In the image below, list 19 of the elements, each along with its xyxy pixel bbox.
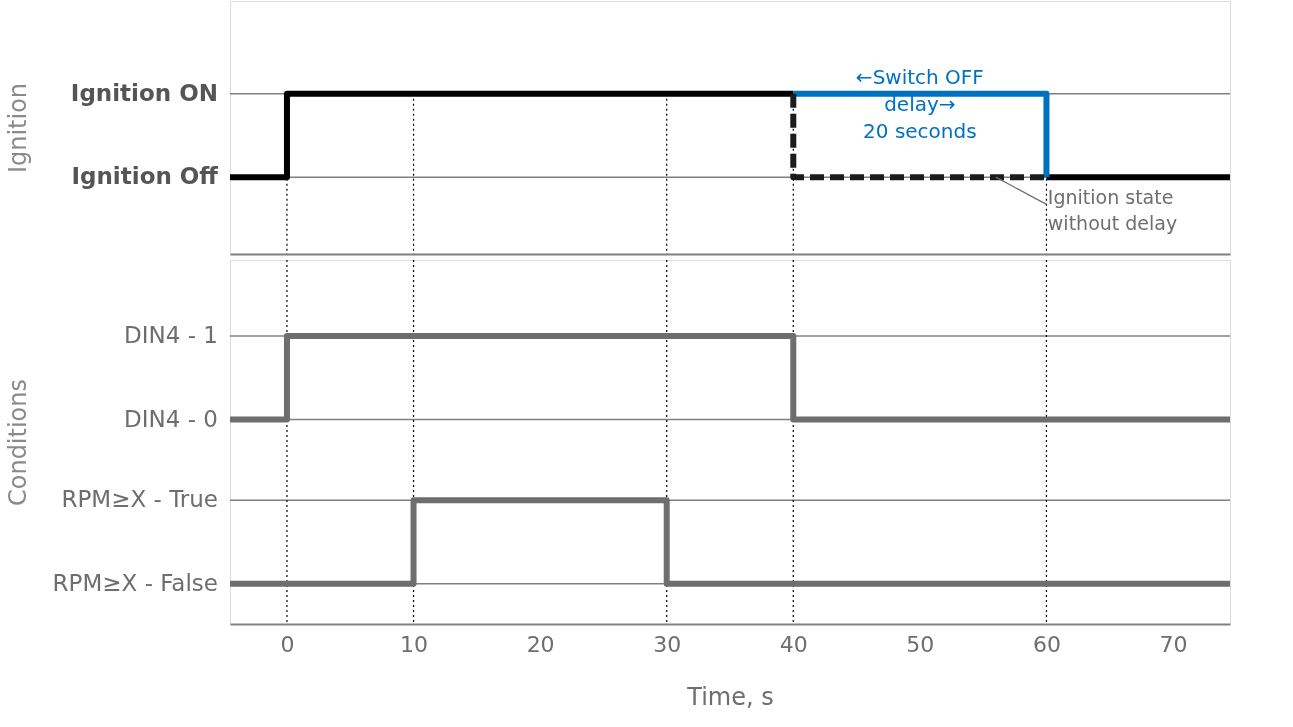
x-tick-label: 30 [653,631,682,657]
ref-line-label: Ignition Off [71,163,219,190]
ref-line-label: RPM≥X - False [52,569,218,596]
x-tick-label: 50 [906,631,935,657]
annotation: ←Switch OFF delay→ 20 seconds [855,64,984,143]
x-tick-label: 10 [400,631,429,657]
x-axis-title: Time, s [686,682,774,711]
x-tick-label: 40 [779,631,808,657]
x-tick-label: 20 [526,631,555,657]
x-tick-label: 70 [1159,631,1188,657]
ref-line-label: DIN4 - 1 [124,322,218,349]
ref-line-label: DIN4 - 0 [124,405,218,432]
ref-line-label: RPM≥X - True [61,486,218,513]
y-axis-title: Conditions [3,378,32,507]
ref-line-label: Ignition ON [70,79,218,106]
annotation: Ignition state without delay [1047,186,1178,235]
y-axis-title: Ignition [3,82,32,174]
x-tick-label: 60 [1032,631,1061,657]
x-tick-label: 0 [280,631,295,657]
